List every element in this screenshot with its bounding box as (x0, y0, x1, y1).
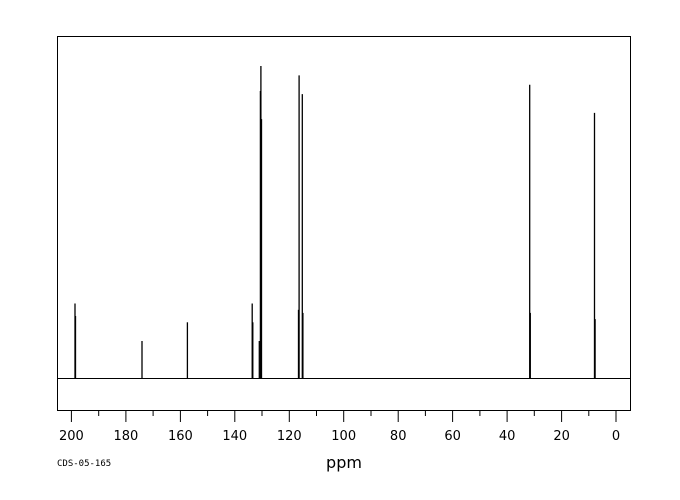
tick-label-120: 120 (277, 429, 302, 444)
tick-label-100: 100 (331, 429, 356, 444)
x-axis-title: ppm (326, 453, 362, 472)
tick-label-80: 80 (390, 429, 407, 444)
peak-group (74, 66, 596, 379)
footer-code: CDS-05-165 (57, 459, 111, 469)
tick-label-200: 200 (59, 429, 84, 444)
tick-label-140: 140 (222, 429, 247, 444)
tick-label-0: 0 (612, 429, 620, 444)
tick-label-160: 160 (168, 429, 193, 444)
tick-label-60: 60 (444, 429, 461, 444)
tick-label-180: 180 (113, 429, 138, 444)
tick-label-20: 20 (553, 429, 570, 444)
x-axis-ticks (70, 410, 617, 422)
x-axis-tick-labels: 200 180 160 140 120 100 80 60 40 20 0 (59, 429, 620, 444)
plot-frame (57, 36, 631, 411)
tick-label-40: 40 (499, 429, 516, 444)
